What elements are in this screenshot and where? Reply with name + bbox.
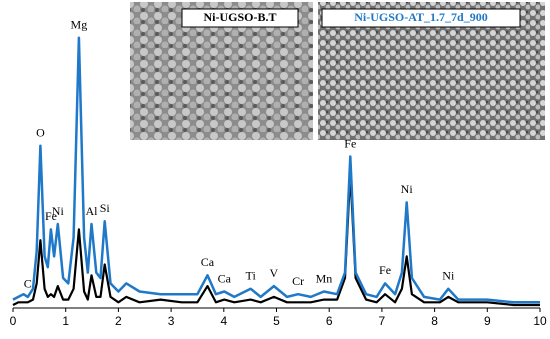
peak-label: Ni — [442, 269, 455, 283]
peak-label: Fe — [344, 136, 356, 150]
x-tick-label: 2 — [115, 314, 122, 328]
inset-label-box — [321, 8, 521, 28]
peak-label: Ni — [52, 204, 65, 218]
peak-label: Fe — [45, 209, 57, 223]
x-tick-label: 5 — [273, 314, 280, 328]
x-tick-label: 6 — [326, 314, 333, 328]
peak-label: C — [24, 277, 32, 291]
spectrum-line — [12, 171, 540, 307]
x-tick-label: 0 — [10, 314, 17, 328]
inset-label-box — [181, 8, 299, 28]
peak-label: Al — [86, 204, 99, 218]
peak-label: V — [270, 266, 279, 280]
peak-label: Ni — [401, 182, 414, 196]
peak-label: Ca — [201, 255, 215, 269]
spectrum-line — [12, 36, 540, 304]
x-tick-label: 9 — [484, 314, 491, 328]
x-tick-label: 4 — [220, 314, 227, 328]
inset-label: Ni-UGSO-B.T — [203, 10, 276, 24]
x-tick-label: 10 — [533, 314, 547, 328]
peak-label: Fe — [379, 263, 391, 277]
x-tick-label: 3 — [168, 314, 175, 328]
x-tick-label: 8 — [431, 314, 438, 328]
peak-label: Si — [100, 201, 111, 215]
peak-label: Ti — [246, 269, 257, 283]
peak-label: Mn — [316, 271, 333, 285]
peak-label: Cr — [292, 274, 304, 288]
inset-label: Ni-UGSO-AT_1.7_7d_900 — [354, 10, 487, 24]
x-tick-label: 7 — [379, 314, 386, 328]
peak-label: Mg — [71, 17, 88, 31]
x-tick-label: 1 — [62, 314, 69, 328]
peak-label: Ca — [218, 271, 232, 285]
peak-label: O — [36, 125, 45, 139]
